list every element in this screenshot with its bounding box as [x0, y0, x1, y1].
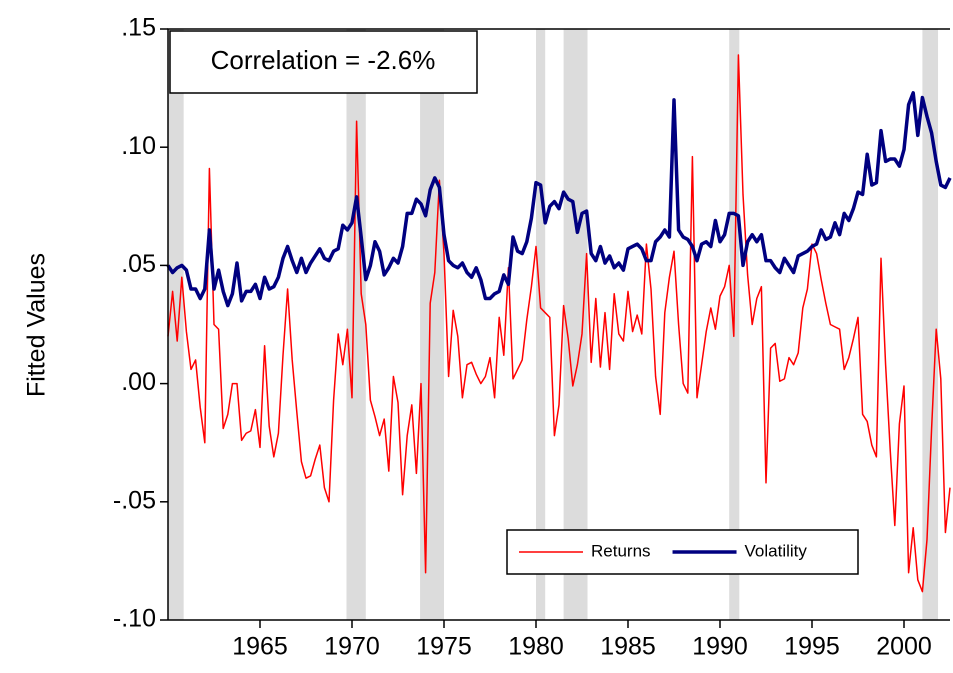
shading	[168, 29, 939, 620]
legend-label: Volatility	[745, 541, 808, 560]
shaded-period	[536, 29, 546, 620]
x-tick-label: 1975	[416, 633, 472, 661]
x-tick-label: 1985	[600, 633, 656, 661]
series-line	[166, 91, 952, 308]
y-tick-label: .10	[121, 132, 156, 160]
lines	[166, 54, 952, 593]
annotation-box	[169, 30, 478, 94]
annotation: Correlation = -2.6%	[211, 45, 436, 75]
y-tick-label: .05	[121, 250, 156, 278]
shaded-period	[346, 29, 366, 620]
axes-frame	[167, 28, 950, 621]
legend-label: Returns	[591, 541, 651, 560]
shaded-period	[922, 29, 939, 620]
y-tick-label: .15	[121, 14, 156, 42]
y-tick-label: -.05	[113, 486, 156, 514]
x-tick-label: 1980	[508, 633, 564, 661]
series-line	[167, 54, 951, 593]
y-tick-label: .00	[121, 368, 156, 396]
x-tick-label: 1990	[692, 633, 748, 661]
y-tick-label: -.10	[113, 605, 156, 633]
x-tick-label: 1965	[232, 633, 288, 661]
shaded-period	[563, 29, 588, 620]
x-tick-label: 1995	[784, 633, 840, 661]
shaded-period	[420, 29, 444, 620]
x-tick-label: 2000	[876, 633, 932, 661]
x-tick-label: 1970	[324, 633, 380, 661]
y-axis-label: Fitted Values	[23, 253, 51, 397]
